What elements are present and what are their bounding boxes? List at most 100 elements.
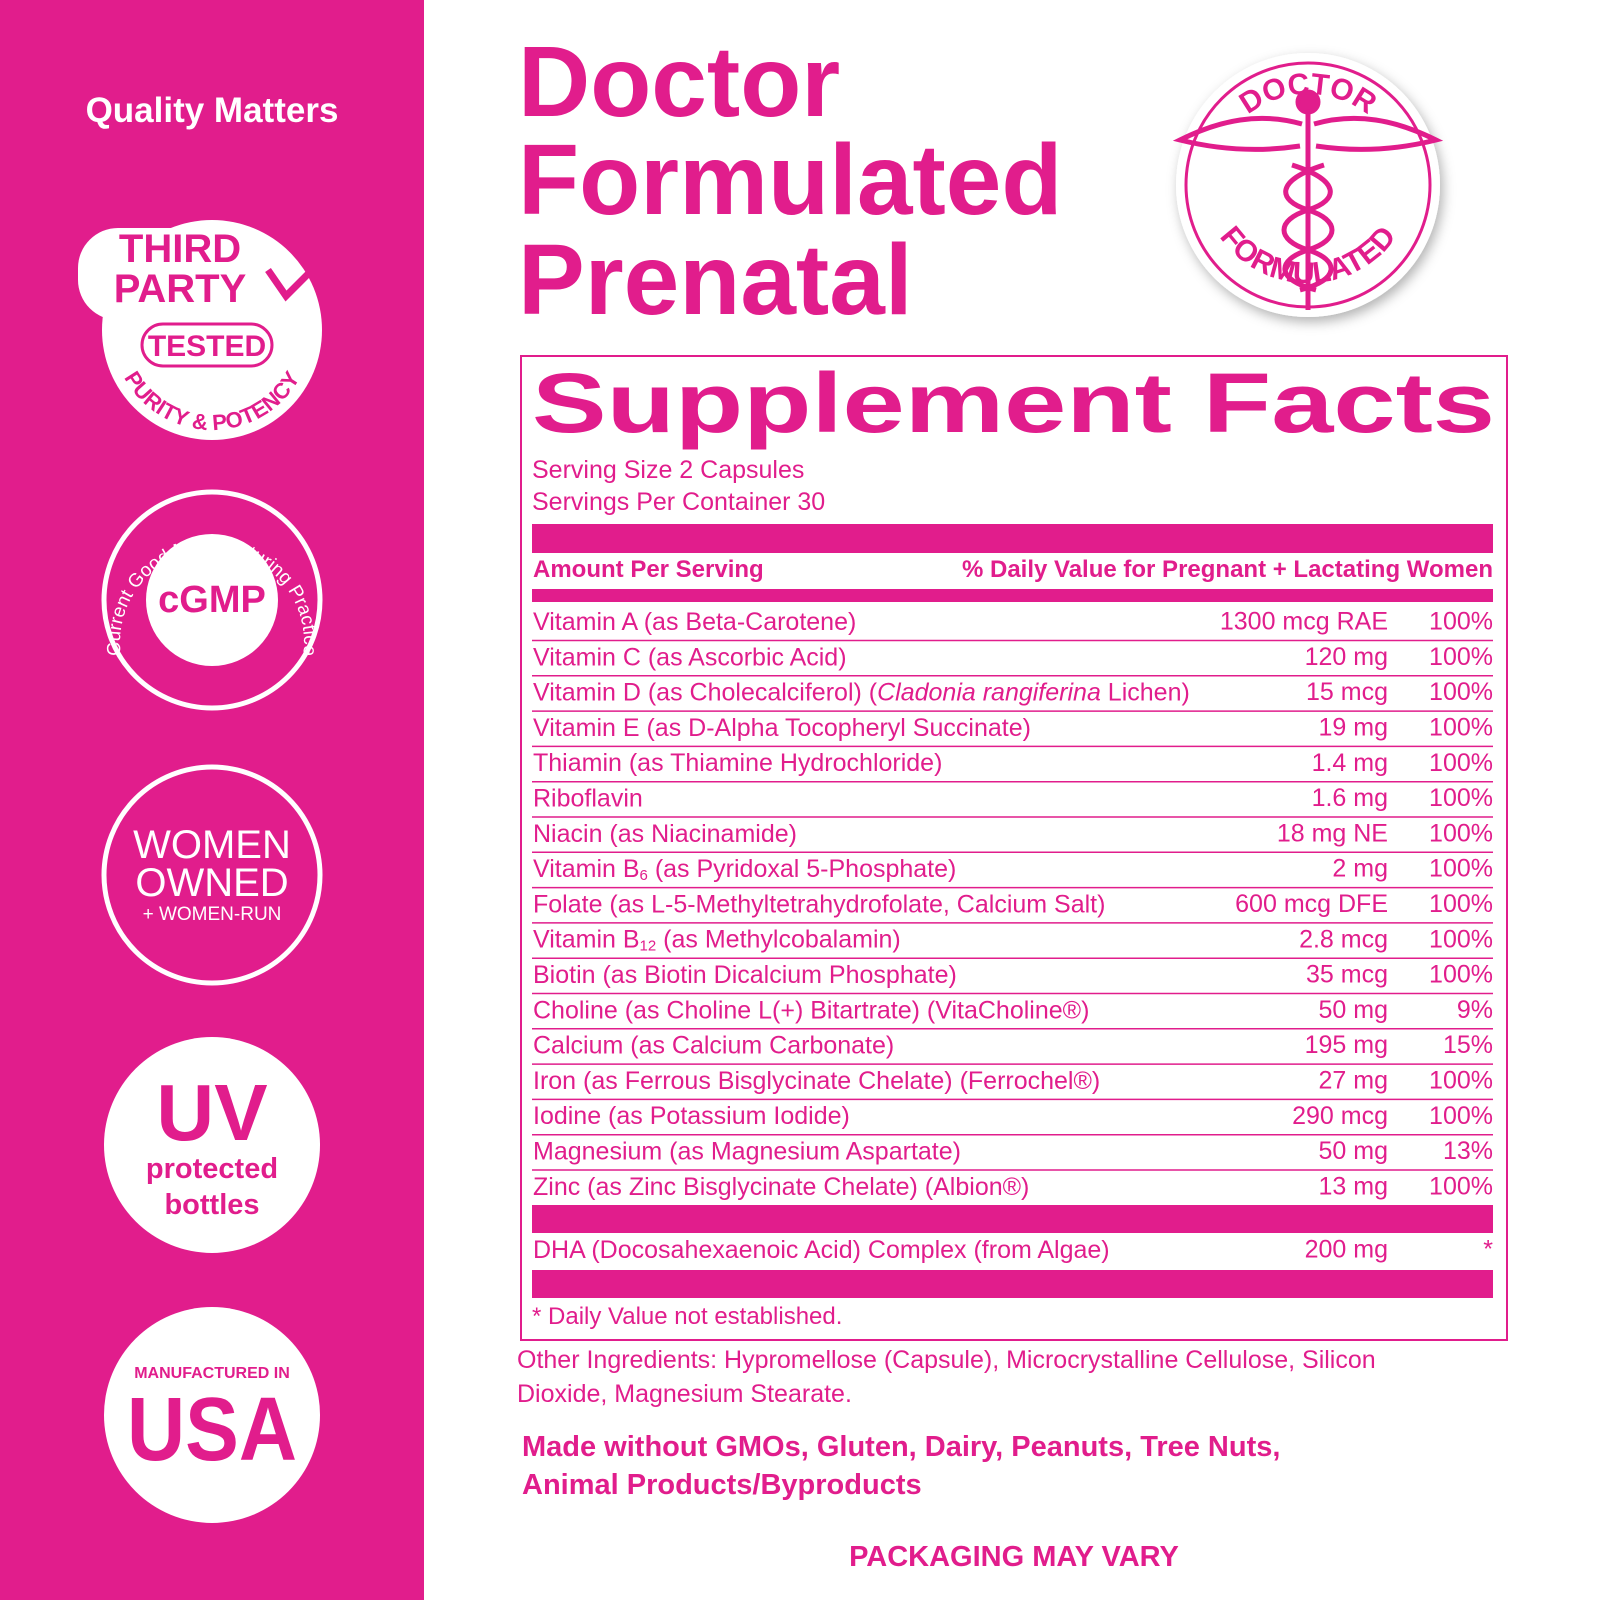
name-part: Zinc (as Zinc Bisglycinate Chelate) (Alb… [533, 1172, 1029, 1200]
badge-text: protected [146, 1153, 278, 1185]
nutrient-name: Vitamin D (as Cholecalciferol) (Cladonia… [533, 678, 1190, 706]
amount: 1.6 mg [1312, 784, 1388, 812]
nutrient-name: Vitamin B6 (as Pyridoxal 5-Phosphate) [533, 855, 956, 884]
badge-circle [104, 1037, 320, 1253]
amount: 13 mg [1319, 1172, 1388, 1200]
badge-ring [101, 489, 323, 711]
name-subscript: 6 [640, 867, 648, 884]
name-part: Vitamin E (as D-Alpha Tocopheryl Succina… [533, 714, 1031, 742]
nutrient-name: Magnesium (as Magnesium Aspartate) [533, 1137, 961, 1165]
amount: 18 mg NE [1277, 819, 1388, 847]
other-ingredients: Other Ingredients: Hypromellose (Capsule… [517, 1346, 1376, 1374]
servings: Servings Per Container 30 [532, 488, 825, 516]
nutrient-name: Iodine (as Potassium Iodide) [533, 1102, 850, 1130]
name-part: Vitamin C (as Ascorbic Acid) [533, 643, 847, 671]
nutrient-name: Vitamin A (as Beta-Carotene) [533, 608, 856, 636]
nutrient-name: Vitamin C (as Ascorbic Acid) [533, 643, 847, 671]
name-part: Thiamin (as Thiamine Hydrochloride) [533, 749, 942, 777]
amount: 195 mg [1305, 1031, 1388, 1059]
daily-value: 100% [1429, 925, 1493, 953]
name-part: (as Pyridoxal 5-Phosphate) [648, 855, 956, 883]
daily-value: * [1483, 1236, 1493, 1264]
badge-text: USA [127, 1380, 297, 1480]
amount: 50 mg [1319, 1137, 1388, 1165]
name-part: Iron (as Ferrous Bisglycinate Chelate) (… [533, 1067, 1100, 1095]
daily-value: 100% [1429, 890, 1493, 918]
daily-value: 100% [1429, 1067, 1493, 1095]
amount: 15 mcg [1306, 678, 1388, 706]
allergen-statement: Animal Products/Byproducts [522, 1469, 922, 1501]
divider-bar [532, 589, 1493, 602]
daily-value: 100% [1429, 714, 1493, 742]
badge-text: bottles [164, 1189, 259, 1221]
doctor-seal: DOCTOR FORMULATED [1172, 53, 1444, 317]
daily-value: 13% [1443, 1137, 1493, 1165]
name-part: Vitamin D (as Cholecalciferol) ( [533, 678, 878, 706]
nutrient-name: Riboflavin [533, 784, 643, 812]
nutrient-name: Iron (as Ferrous Bisglycinate Chelate) (… [533, 1067, 1100, 1095]
tested-pill [140, 322, 274, 368]
nutrient-name: Vitamin E (as D-Alpha Tocopheryl Succina… [533, 714, 1031, 742]
amount: 50 mg [1319, 996, 1388, 1024]
name-part: Riboflavin [533, 784, 643, 812]
name-subscript: 12 [640, 938, 657, 955]
nutrient-name: Thiamin (as Thiamine Hydrochloride) [533, 749, 942, 777]
badge-ring [101, 764, 323, 986]
amount: 2 mg [1332, 855, 1388, 883]
daily-value: 100% [1429, 608, 1493, 636]
serving-size: Serving Size 2 Capsules [532, 456, 804, 484]
badge-text: PARTY [114, 267, 247, 311]
amount: 1.4 mg [1312, 749, 1388, 777]
badge-tab [78, 228, 268, 320]
allergen-statement: Made without GMOs, Gluten, Dairy, Peanut… [522, 1431, 1280, 1463]
badge-text: cGMP [158, 579, 266, 621]
badge-text: UV [156, 1068, 267, 1157]
nutrient-name: Calcium (as Calcium Carbonate) [533, 1031, 894, 1059]
name-part: Vitamin B [533, 855, 640, 883]
divider-bar [532, 524, 1493, 553]
badge-usa: MANUFACTURED IN USA [104, 1307, 320, 1523]
badge-women: WOMEN OWNED + WOMEN-RUN [101, 764, 323, 986]
nutrient-name: Folate (as L-5-Methyltetrahydrofolate, C… [533, 890, 1105, 918]
name-part: Niacin (as Niacinamide) [533, 819, 797, 847]
caduceus-icon [1172, 89, 1444, 310]
facts-extra-rows: DHA (Docosahexaenoic Acid) Complex (from… [533, 1236, 1493, 1264]
footnote: * Daily Value not established. [532, 1303, 842, 1330]
daily-value: 100% [1429, 819, 1493, 847]
name-part: Magnesium (as Magnesium Aspartate) [533, 1137, 961, 1165]
daily-value: 100% [1429, 643, 1493, 671]
amount: 200 mg [1305, 1236, 1388, 1264]
badge-third-party: THIRD PARTY TESTED PURITY & POTENCY [78, 220, 341, 440]
name-italic: Cladonia rangiferina [877, 678, 1101, 706]
sidebar-title: Quality Matters [86, 91, 339, 130]
badge-text: WOMEN [133, 823, 291, 867]
daily-value: 100% [1429, 1102, 1493, 1130]
nutrient-name: DHA (Docosahexaenoic Acid) Complex (from… [533, 1236, 1110, 1264]
name-part: Vitamin B [533, 925, 640, 953]
amount: 120 mg [1305, 643, 1388, 671]
nutrient-name: Niacin (as Niacinamide) [533, 819, 797, 847]
daily-value: 100% [1429, 855, 1493, 883]
daily-value: 15% [1443, 1031, 1493, 1059]
amount: 35 mcg [1306, 961, 1388, 989]
badge-text: + WOMEN-RUN [143, 904, 282, 925]
name-part: Iodine (as Potassium Iodide) [533, 1102, 850, 1130]
amount: 1300 mcg RAE [1220, 608, 1388, 636]
daily-value: 100% [1429, 678, 1493, 706]
amount: 19 mg [1319, 714, 1388, 742]
title-line: Doctor [518, 26, 840, 138]
badge-text: OWNED [135, 861, 288, 905]
name-part: Choline (as Choline L(+) Bitartrate) (Vi… [533, 996, 1089, 1024]
amount: 27 mg [1319, 1067, 1388, 1095]
facts-rows: Vitamin A (as Beta-Carotene) 1300 mcg RAE… [532, 608, 1493, 1200]
packaging-note: PACKAGING MAY VARY [849, 1541, 1179, 1573]
name-part: Calcium (as Calcium Carbonate) [533, 1031, 894, 1059]
badge-circle [104, 1307, 320, 1523]
facts-title: Supplement Facts [532, 356, 1495, 450]
name-part: Vitamin A (as Beta-Carotene) [533, 608, 856, 636]
column-header: % Daily Value for Pregnant + Lactating W… [962, 556, 1493, 583]
name-part: Lichen) [1101, 678, 1190, 706]
daily-value: 100% [1429, 961, 1493, 989]
